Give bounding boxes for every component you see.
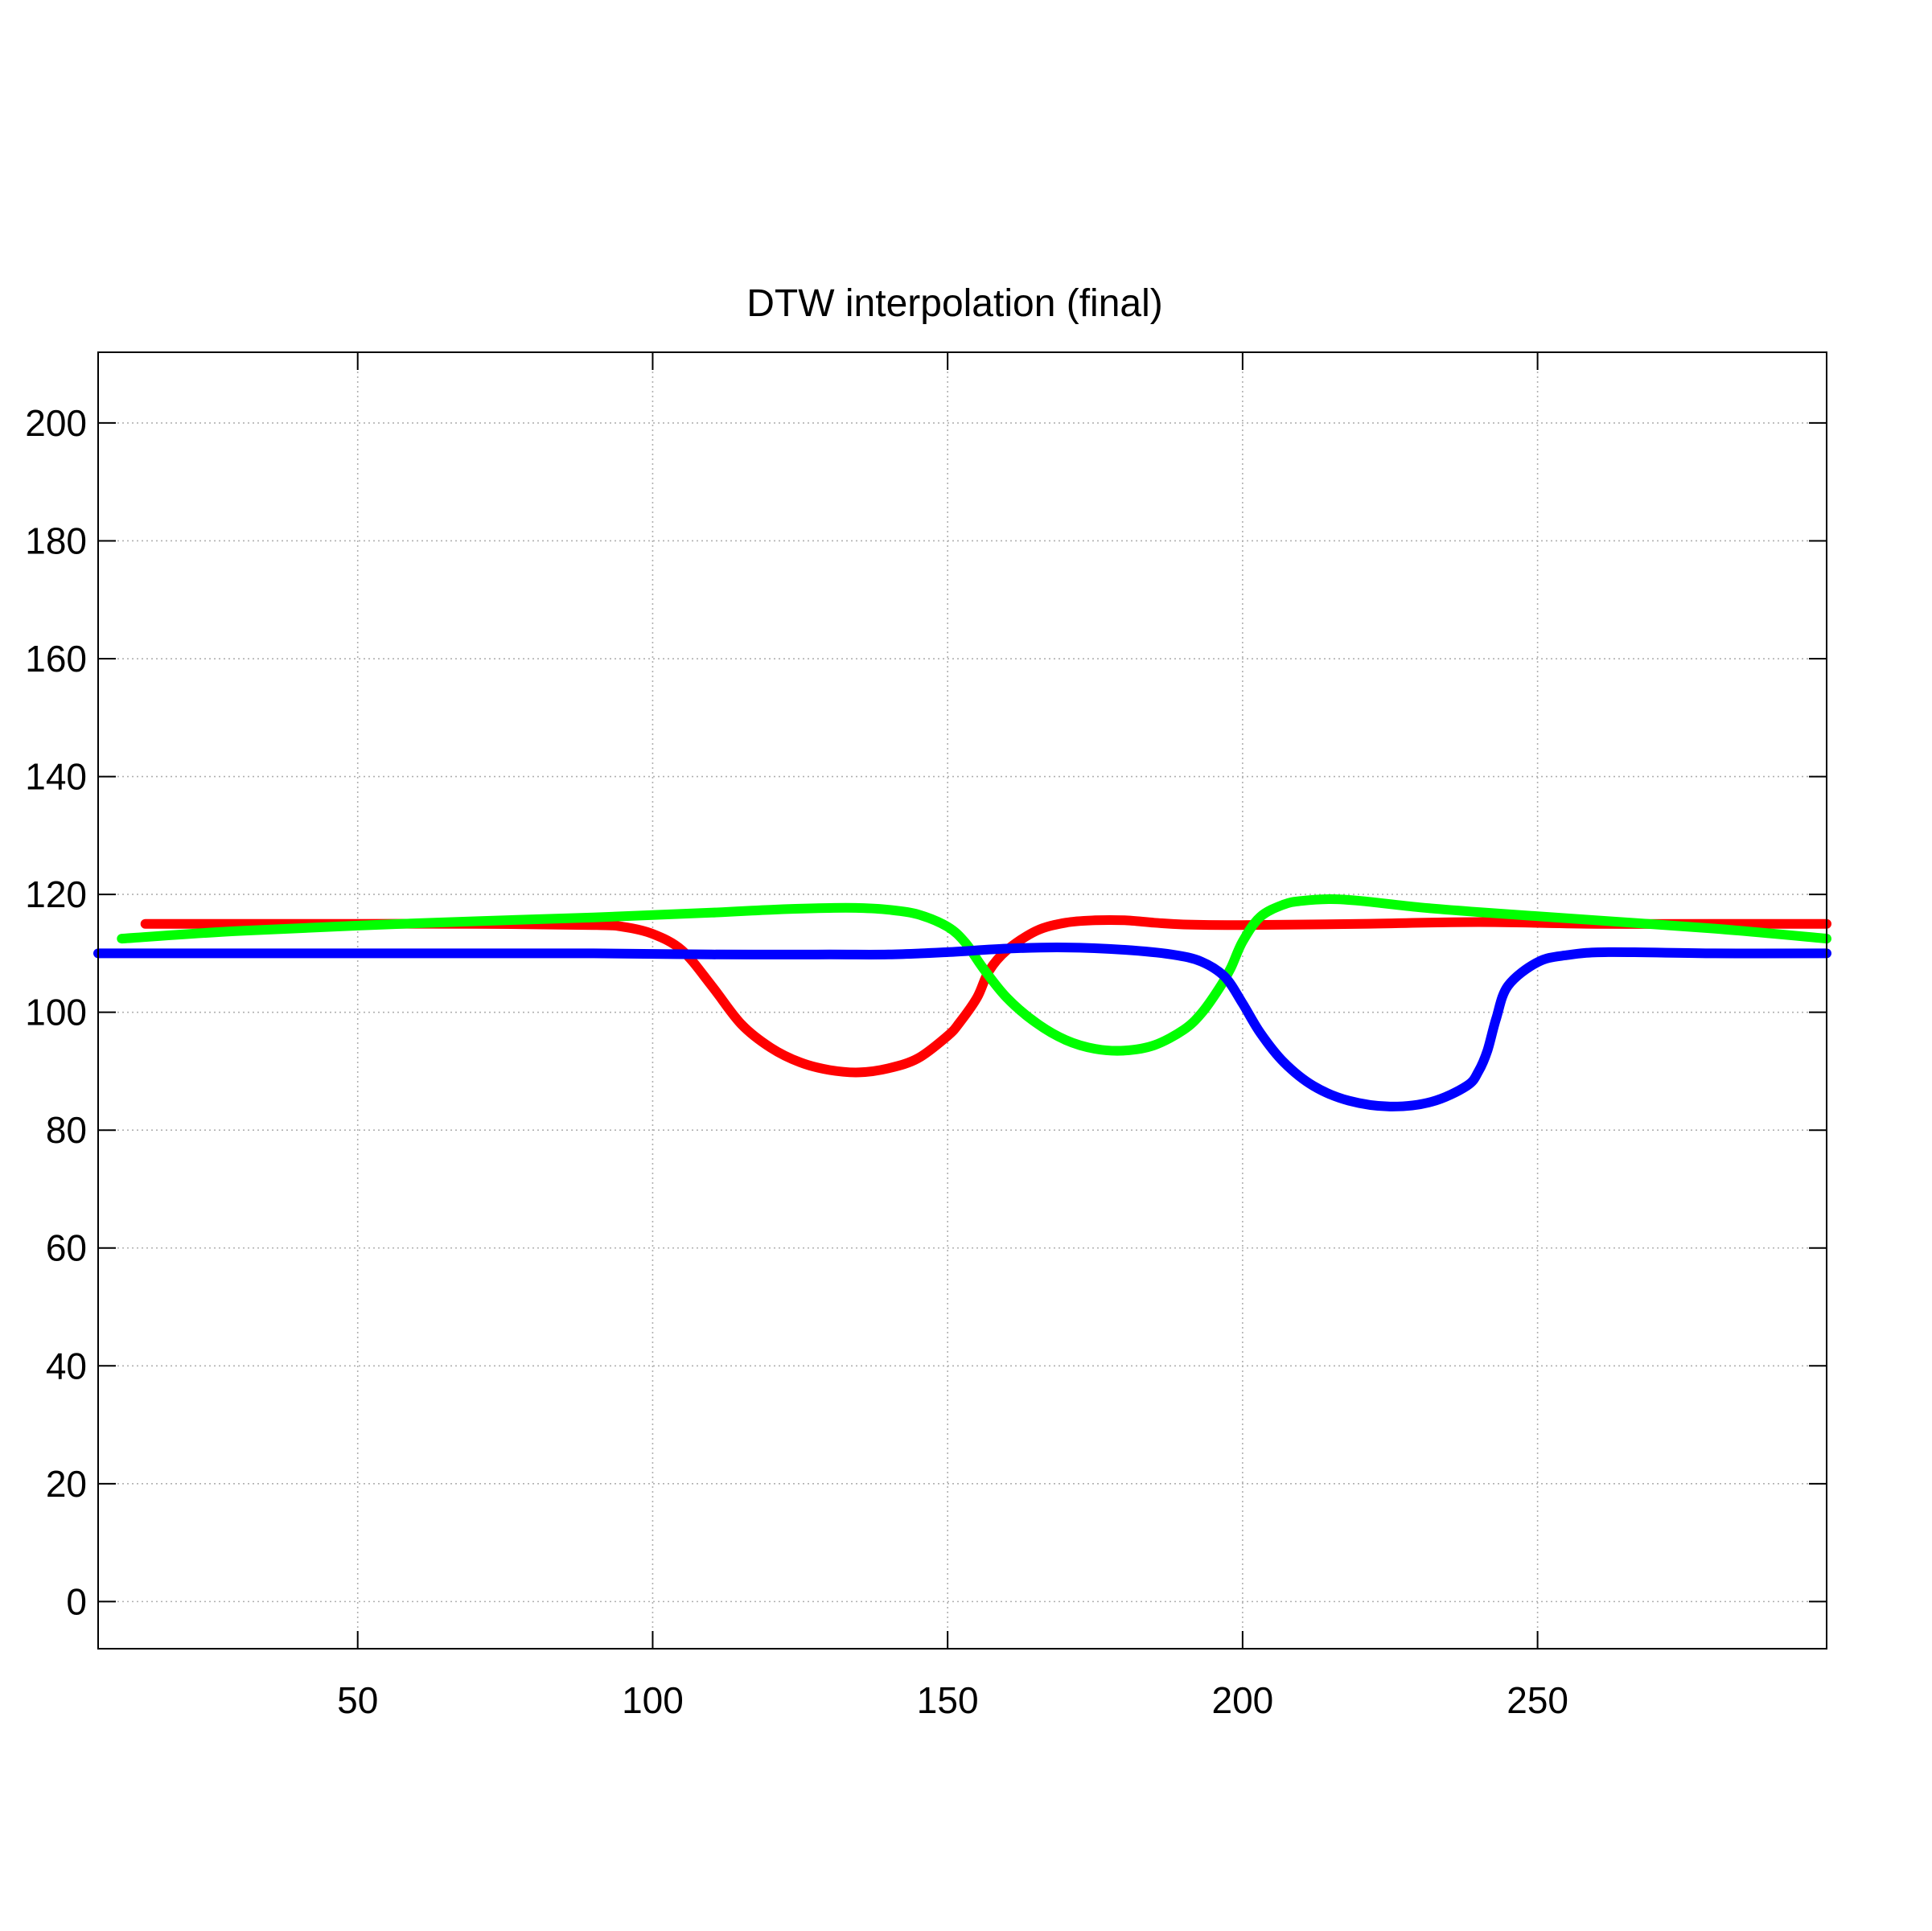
y-tick-label: 140 — [25, 756, 87, 798]
axis-ticks — [98, 352, 1827, 1649]
y-tick-label: 180 — [25, 520, 87, 561]
y-tick-label: 120 — [25, 873, 87, 915]
y-tick-label: 0 — [66, 1580, 87, 1622]
y-tick-label: 80 — [46, 1109, 87, 1151]
chart-title: DTW interpolation (final) — [746, 282, 1163, 325]
series-line-blue — [93, 943, 1831, 1111]
x-tick-label: 200 — [1212, 1679, 1274, 1721]
series-line-green — [117, 894, 1831, 1056]
data-series — [93, 894, 1831, 1111]
y-tick-label: 200 — [25, 402, 87, 444]
y-axis-tick-labels: 0 20 40 60 80 100 120 140 160 180 200 — [25, 402, 87, 1622]
series-line-red — [140, 915, 1831, 1078]
y-tick-label: 20 — [46, 1463, 87, 1505]
plot-area-frame — [97, 351, 1827, 1650]
x-tick-label: 150 — [917, 1679, 979, 1721]
y-tick-label: 40 — [46, 1345, 87, 1387]
y-tick-label: 160 — [25, 638, 87, 680]
x-axis-tick-labels: 50 100 150 200 250 — [337, 1679, 1568, 1721]
y-tick-label: 60 — [46, 1227, 87, 1269]
y-tick-label: 100 — [25, 992, 87, 1033]
grid-lines — [98, 352, 1827, 1649]
x-tick-label: 100 — [622, 1679, 684, 1721]
x-tick-label: 250 — [1507, 1679, 1568, 1721]
x-tick-label: 50 — [337, 1679, 378, 1721]
